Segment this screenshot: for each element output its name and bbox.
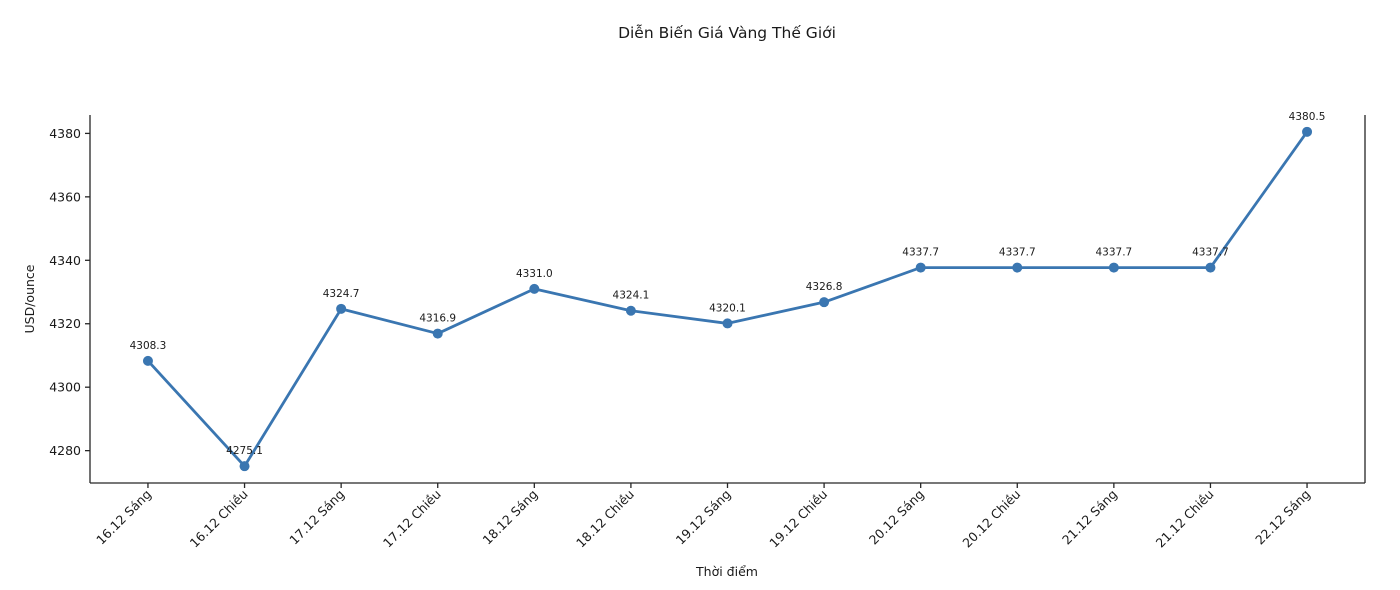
data-point-label: 4331.0 [516,268,553,280]
x-tick-label: 18.12 Sáng [479,487,540,548]
x-tick-label: 19.12 Sáng [673,487,734,548]
data-point [625,305,636,316]
data-point-label: 4337.7 [999,247,1036,259]
y-tick-label: 4340 [49,253,81,268]
data-point-label: 4316.9 [419,313,456,325]
x-tick-label: 17.12 Chiều [380,487,444,551]
y-tick-label: 4300 [49,380,81,395]
x-tick-label: 20.12 Chiều [959,487,1023,551]
data-point-label: 4324.7 [323,288,360,300]
x-tick-label: 22.12 Sáng [1252,487,1313,548]
data-point [239,461,250,472]
data-point-label: 4320.1 [709,302,746,314]
y-axis-label: USD/ounce [22,264,37,333]
y-tick-label: 4280 [49,443,81,458]
x-tick-label: 19.12 Chiều [766,487,830,551]
data-point [336,303,347,314]
chart-title: Diễn Biến Giá Vàng Thế Giới [618,24,836,42]
data-point-label: 4337.7 [1095,247,1132,259]
x-tick-label: 16.12 Chiều [187,487,251,551]
x-tick-label: 21.12 Sáng [1059,487,1120,548]
data-point-label: 4337.7 [1192,247,1229,259]
data-point-label: 4324.1 [613,290,650,302]
data-point-label: 4308.3 [130,340,167,352]
y-tick-label: 4320 [49,316,81,331]
x-tick-label: 20.12 Sáng [866,487,927,548]
plot-area: 4280 4300 4320 4340 4360 4380 16.12 Sáng 16.12 … [49,111,1366,551]
data-point [142,355,153,366]
data-point-label: 4326.8 [806,281,843,293]
data-point [1302,126,1313,137]
x-tick-label: 16.12 Sáng [93,487,154,548]
x-axis-label: Thời điểm [695,564,758,579]
data-point [529,283,540,294]
y-tick-label: 4380 [49,126,81,141]
data-point [432,328,443,339]
x-tick-label: 21.12 Chiều [1153,487,1217,551]
data-point-label: 4275.1 [226,445,263,457]
data-point [1205,262,1216,273]
data-point-label: 4380.5 [1289,111,1326,123]
data-point [819,297,830,308]
data-point [915,262,926,273]
x-tick-label: 17.12 Sáng [286,487,347,548]
data-point [722,318,733,329]
data-point [1012,262,1023,273]
data-point-label: 4337.7 [902,247,939,259]
y-tick-label: 4360 [49,189,81,204]
data-point [1108,262,1119,273]
x-tick-label: 18.12 Chiều [573,487,637,551]
